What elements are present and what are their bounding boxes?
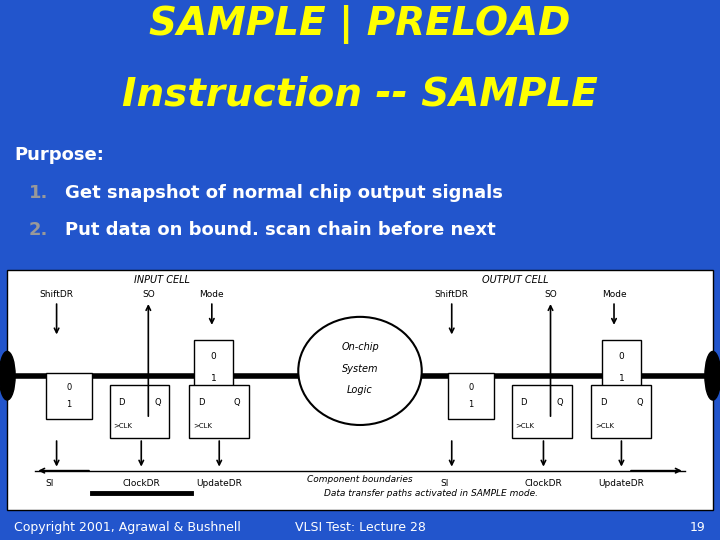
Text: Put data on bound. scan chain before next: Put data on bound. scan chain before nex… [65, 221, 495, 239]
Text: System: System [342, 363, 378, 374]
Text: ShiftDR: ShiftDR [435, 289, 469, 299]
Text: >CLK: >CLK [595, 423, 614, 429]
Bar [448, 373, 494, 419]
Text: 2.: 2. [29, 221, 48, 239]
Text: 0: 0 [469, 383, 474, 392]
Text: D: D [118, 397, 125, 407]
Text: UpdateDR: UpdateDR [197, 480, 242, 488]
Text: SO: SO [142, 289, 155, 299]
Text: ClockDR: ClockDR [122, 480, 160, 488]
Text: INPUT CELL: INPUT CELL [135, 275, 190, 285]
Text: D: D [521, 397, 527, 407]
Text: D: D [198, 397, 204, 407]
Text: ClockDR: ClockDR [525, 480, 562, 488]
Text: Copyright 2001, Agrawal & Bushnell: Copyright 2001, Agrawal & Bushnell [14, 521, 241, 534]
Text: ShiftDR: ShiftDR [40, 289, 73, 299]
Text: 1: 1 [469, 400, 474, 409]
Bar [46, 373, 92, 419]
Bar [194, 340, 233, 395]
Text: VLSI Test: Lecture 28: VLSI Test: Lecture 28 [294, 521, 426, 534]
Bar [591, 386, 652, 438]
Bar [512, 386, 572, 438]
Text: SO: SO [544, 289, 557, 299]
Text: 0: 0 [211, 352, 217, 361]
Text: >CLK: >CLK [113, 423, 132, 429]
Ellipse shape [0, 352, 15, 400]
Text: Q: Q [636, 397, 643, 407]
Text: SI: SI [441, 480, 449, 488]
Text: 1: 1 [211, 374, 217, 383]
Text: SAMPLE | PRELOAD: SAMPLE | PRELOAD [149, 5, 571, 44]
Text: 0: 0 [618, 352, 624, 361]
Text: 1.: 1. [29, 184, 48, 201]
Text: Q: Q [557, 397, 563, 407]
Text: Component boundaries: Component boundaries [307, 475, 413, 483]
Text: Mode: Mode [199, 289, 224, 299]
Text: Data transfer paths activated in SAMPLE mode.: Data transfer paths activated in SAMPLE … [323, 489, 538, 498]
Text: 0: 0 [66, 383, 71, 392]
Text: UpdateDR: UpdateDR [598, 480, 644, 488]
Text: 1: 1 [66, 400, 71, 409]
Text: 19: 19 [690, 521, 706, 534]
Ellipse shape [298, 317, 422, 425]
Bar [7, 270, 713, 510]
Text: OUTPUT CELL: OUTPUT CELL [482, 275, 549, 285]
Text: Logic: Logic [347, 385, 373, 395]
Text: On-chip: On-chip [341, 342, 379, 352]
Bar [109, 386, 169, 438]
Bar [189, 386, 249, 438]
Text: 1: 1 [618, 374, 624, 383]
Ellipse shape [705, 352, 720, 400]
Text: Q: Q [234, 397, 240, 407]
Text: Purpose:: Purpose: [14, 146, 104, 164]
Text: Get snapshot of normal chip output signals: Get snapshot of normal chip output signa… [65, 184, 503, 201]
Text: D: D [600, 397, 607, 407]
Text: Instruction -- SAMPLE: Instruction -- SAMPLE [122, 76, 598, 113]
Bar [602, 340, 641, 395]
Text: Q: Q [154, 397, 161, 407]
Text: SI: SI [45, 480, 54, 488]
Text: Mode: Mode [602, 289, 626, 299]
Text: >CLK: >CLK [193, 423, 212, 429]
Text: >CLK: >CLK [516, 423, 534, 429]
